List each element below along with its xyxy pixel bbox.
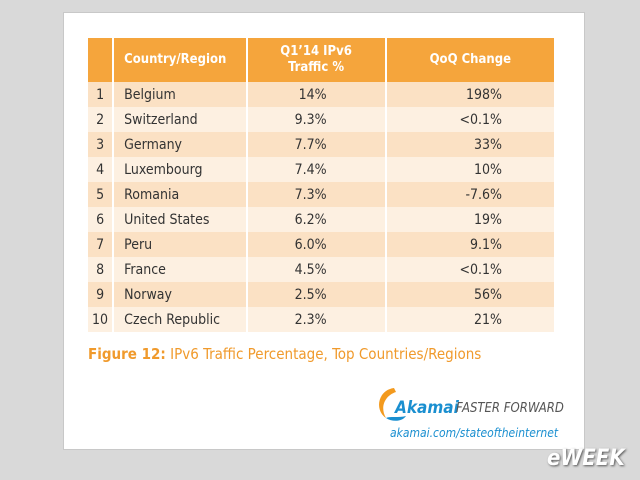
table-cell: -7.6%: [385, 182, 554, 207]
table-cell: France: [113, 257, 248, 282]
table-cell: 6.0%: [246, 232, 387, 257]
header-cell: Country/Region: [113, 38, 248, 82]
caption: Figure 12: IPv6 Traffic Percentage, Top …: [88, 345, 481, 363]
logo-url: akamai.com/stateoftheinternet: [390, 426, 559, 440]
table-cell: Belgium: [113, 82, 248, 107]
table-row: 5 Romania 7.3% -7.6%: [88, 182, 554, 207]
table-cell: 6: [88, 207, 115, 232]
table-cell: 9: [88, 282, 115, 307]
table-row: 3 Germany 7.7% 33%: [88, 132, 554, 157]
table-cell: 4.5%: [246, 257, 387, 282]
table-cell: 9.1%: [385, 232, 554, 257]
table-cell: 10%: [385, 157, 554, 182]
watermark: eWEEK: [547, 446, 625, 471]
table-row: 10 Czech Republic 2.3% 21%: [88, 307, 554, 332]
table-cell: 1: [88, 82, 115, 107]
table-cell: 33%: [385, 132, 554, 157]
table-cell: Romania: [113, 182, 248, 207]
table-cell: 7: [88, 232, 115, 257]
header-row: Country/Region Q1’14 IPv6 Traffic % QoQ …: [88, 38, 554, 82]
table-cell: 6.2%: [246, 207, 387, 232]
table-cell: Peru: [113, 232, 248, 257]
table-cell: 21%: [385, 307, 554, 332]
table-cell: Norway: [113, 282, 248, 307]
table: Country/Region Q1’14 IPv6 Traffic % QoQ …: [88, 38, 554, 332]
table-cell: 198%: [385, 82, 554, 107]
table-cell: 10: [88, 307, 115, 332]
table-cell: 19%: [385, 207, 554, 232]
table-cell: 14%: [246, 82, 387, 107]
table-cell: Luxembourg: [113, 157, 248, 182]
table-cell: 2.3%: [246, 307, 387, 332]
table-row: 4 Luxembourg 7.4% 10%: [88, 157, 554, 182]
table-body: 1 Belgium 14% 198% 2 Switzerland 9.3% <0.1% 3 Ger…: [88, 82, 554, 332]
table-row: 2 Switzerland 9.3% <0.1%: [88, 107, 554, 132]
table-row: 7 Peru 6.0% 9.1%: [88, 232, 554, 257]
table-cell: 7.7%: [246, 132, 387, 157]
table-cell: 3: [88, 132, 115, 157]
table-cell: 7.3%: [246, 182, 387, 207]
table-cell: <0.1%: [385, 107, 554, 132]
header-cell: QoQ Change: [385, 38, 554, 82]
header-cell: [88, 38, 115, 82]
logo-icon: [379, 388, 406, 421]
table-row: 1 Belgium 14% 198%: [88, 82, 554, 107]
table-cell: 8: [88, 257, 115, 282]
caption-text: IPv6 Traffic Percentage, Top Countries/R…: [170, 345, 482, 363]
table-row: 9 Norway 2.5% 56%: [88, 282, 554, 307]
table-cell: Czech Republic: [113, 307, 248, 332]
table-cell: <0.1%: [385, 257, 554, 282]
table-cell: 2.5%: [246, 282, 387, 307]
caption-label: Figure 12:: [88, 345, 166, 363]
table-cell: United States: [113, 207, 248, 232]
logo-brand: Akamai: [395, 398, 459, 418]
table-cell: Germany: [113, 132, 248, 157]
table-row: 8 France 4.5% <0.1%: [88, 257, 554, 282]
logo-tagline: FASTER FORWARD: [456, 401, 564, 416]
table-cell: 2: [88, 107, 115, 132]
table-cell: Switzerland: [113, 107, 248, 132]
header-cell: Q1’14 IPv6 Traffic %: [246, 38, 387, 82]
table-cell: 9.3%: [246, 107, 387, 132]
table-cell: 5: [88, 182, 115, 207]
table-cell: 56%: [385, 282, 554, 307]
table-row: 6 United States 6.2% 19%: [88, 207, 554, 232]
table-cell: 4: [88, 157, 115, 182]
table-cell: 7.4%: [246, 157, 387, 182]
